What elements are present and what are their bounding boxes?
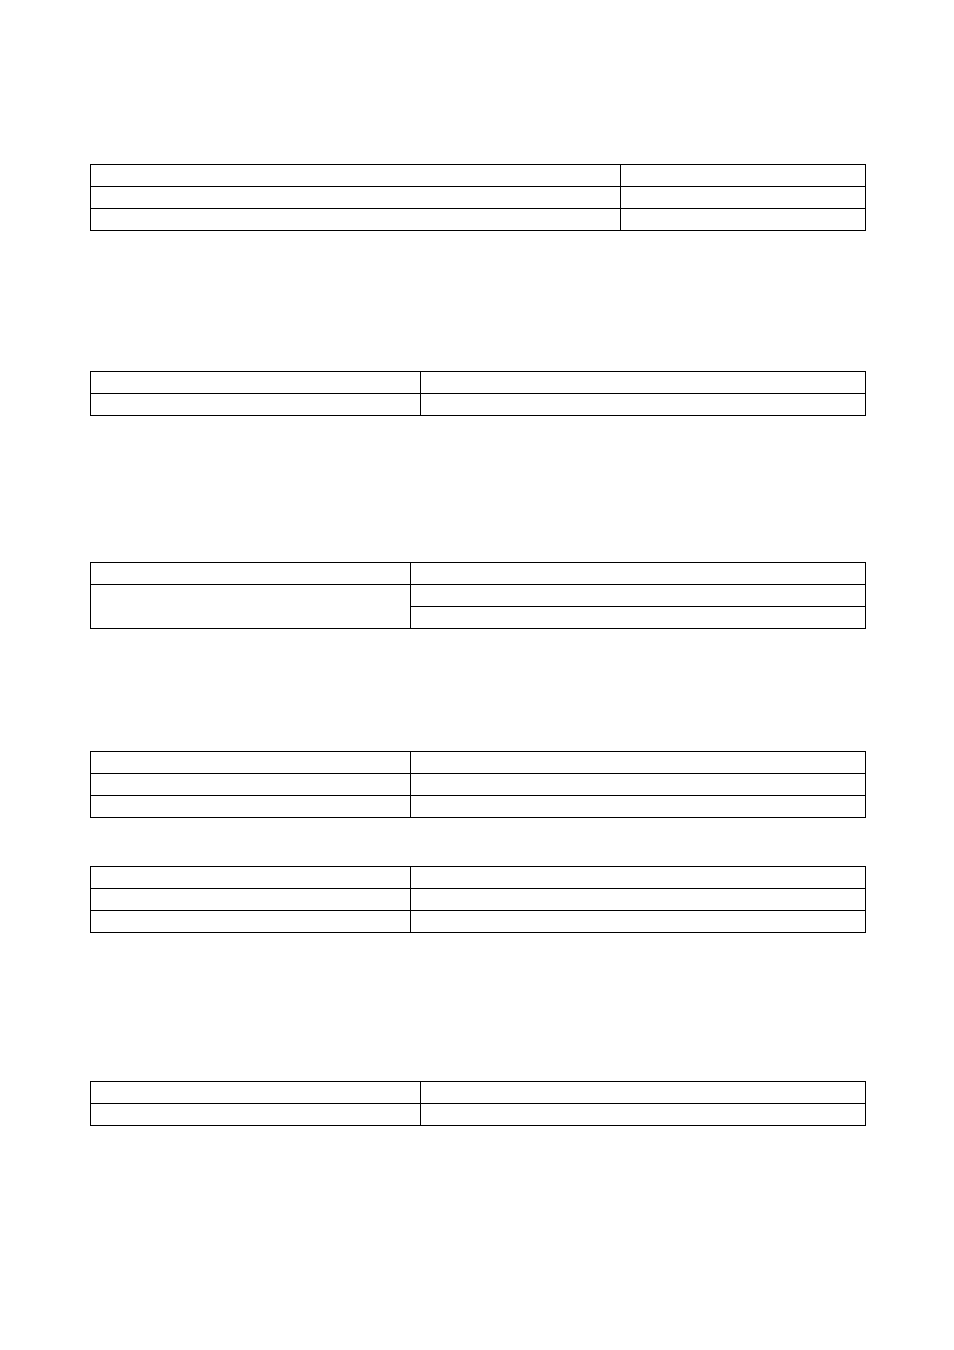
table-cell bbox=[91, 867, 411, 889]
table-cell bbox=[411, 563, 866, 585]
table-row bbox=[91, 1082, 866, 1104]
table-cell bbox=[91, 209, 621, 231]
table-row bbox=[91, 752, 866, 774]
table-cell bbox=[421, 1082, 866, 1104]
table-6 bbox=[90, 1081, 866, 1126]
table-cell bbox=[91, 911, 411, 933]
table-row bbox=[91, 394, 866, 416]
table-cell bbox=[411, 752, 866, 774]
table-cell bbox=[621, 209, 866, 231]
table-row bbox=[91, 774, 866, 796]
table-row bbox=[91, 372, 866, 394]
table-cell bbox=[91, 1082, 421, 1104]
table-cell bbox=[91, 372, 421, 394]
table-cell bbox=[411, 867, 866, 889]
page bbox=[0, 0, 954, 1350]
table-5 bbox=[90, 866, 866, 933]
table-cell bbox=[91, 752, 411, 774]
table-4 bbox=[90, 751, 866, 818]
table-row bbox=[91, 867, 866, 889]
table-cell bbox=[411, 607, 866, 629]
table-cell bbox=[91, 796, 411, 818]
table-cell bbox=[91, 774, 411, 796]
table-row bbox=[91, 563, 866, 585]
table-row bbox=[91, 1104, 866, 1126]
table-2 bbox=[90, 371, 866, 416]
table-row bbox=[91, 187, 866, 209]
table-cell bbox=[91, 1104, 421, 1126]
table-row bbox=[91, 911, 866, 933]
table-cell bbox=[621, 165, 866, 187]
table-cell bbox=[91, 165, 621, 187]
table-cell bbox=[91, 394, 421, 416]
table-cell bbox=[91, 563, 411, 585]
table-cell bbox=[411, 889, 866, 911]
table-row bbox=[91, 796, 866, 818]
table-cell bbox=[411, 774, 866, 796]
table-cell bbox=[421, 394, 866, 416]
table-cell bbox=[411, 585, 866, 607]
table-cell bbox=[411, 911, 866, 933]
table-cell bbox=[91, 585, 411, 629]
table-cell bbox=[421, 1104, 866, 1126]
table-row bbox=[91, 585, 866, 607]
table-3 bbox=[90, 562, 866, 629]
table-cell bbox=[411, 796, 866, 818]
table-cell bbox=[91, 187, 621, 209]
table-cell bbox=[421, 372, 866, 394]
table-cell bbox=[621, 187, 866, 209]
table-row bbox=[91, 209, 866, 231]
table-1 bbox=[90, 164, 866, 231]
table-row bbox=[91, 889, 866, 911]
table-row bbox=[91, 165, 866, 187]
table-cell bbox=[91, 889, 411, 911]
